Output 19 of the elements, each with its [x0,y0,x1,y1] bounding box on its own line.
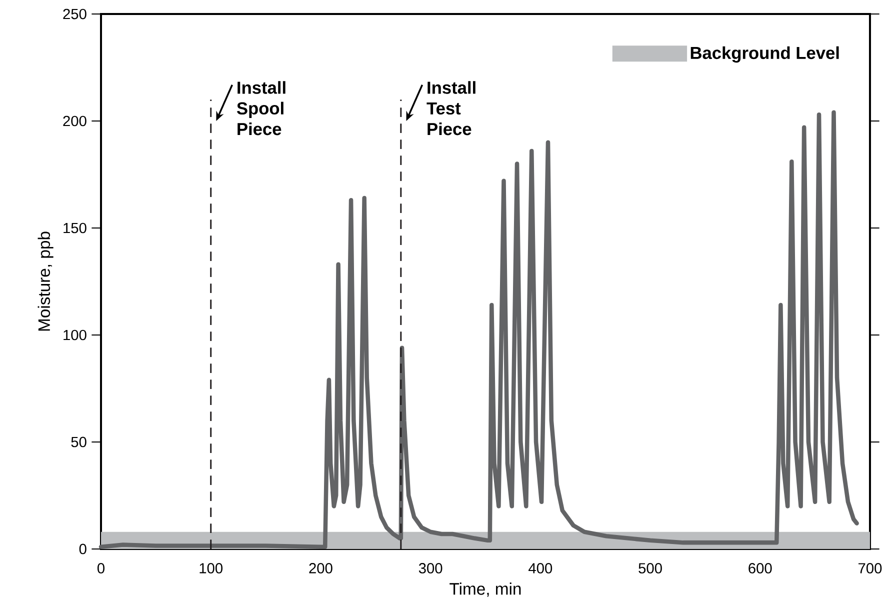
y-tick-label: 0 [79,544,86,554]
ref-line-label: Install Spool Piece [236,81,286,136]
x-axis-title: Time, min [450,582,521,597]
y-tick-label: 250 [63,8,86,20]
x-tick-label: 200 [309,563,332,574]
y-axis-title: Moisture, ppb [38,232,54,331]
x-tick-label: 100 [200,563,222,574]
y-tick-label: 150 [64,222,86,234]
y-tick-label: 100 [64,330,86,340]
x-tick-label: 0 [97,563,104,574]
x-tick-label: 700 [858,563,882,574]
y-tick-label: 50 [71,436,86,448]
x-tick-label: 500 [638,563,662,574]
x-tick-label: 400 [528,563,552,574]
y-tick-label: 200 [63,116,86,126]
x-tick-label: 300 [418,563,442,574]
x-tick-label: 600 [748,563,772,574]
ref-line-label: Install Test Piece [426,81,476,136]
legend-label: Background Level [690,46,839,63]
